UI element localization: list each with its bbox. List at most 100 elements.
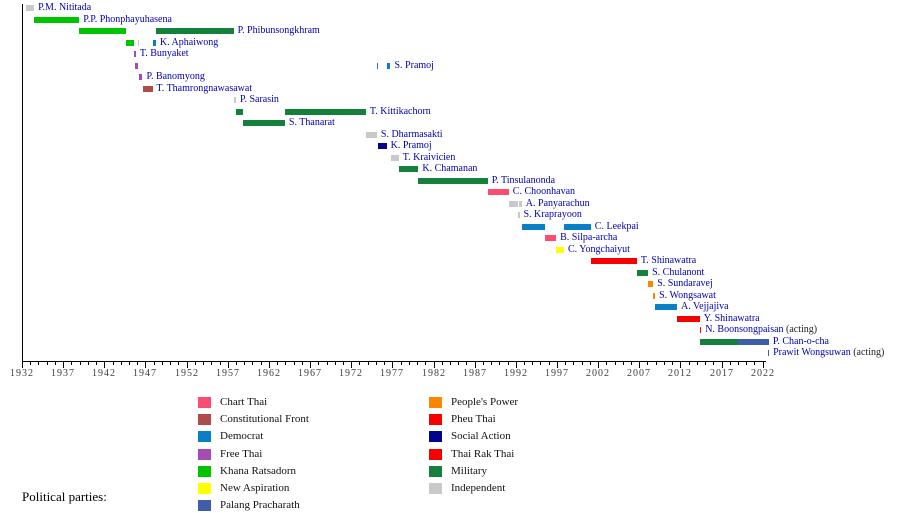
pm-name: S. Sundaravej <box>657 278 713 289</box>
legend-label-constitutional-front: Constitutional Front <box>220 413 309 426</box>
pm-label-y-shinawatra: Y. Shinawatra <box>703 312 760 324</box>
pm-name: A. Panyarachun <box>525 197 590 209</box>
timeline-bar-military <box>155 28 234 34</box>
x-axis-minor-tick <box>327 362 328 365</box>
x-axis-minor-tick <box>244 362 245 365</box>
timeline-bar-new-aspiration <box>556 246 564 253</box>
timeline-bar-people-s-power <box>648 281 654 287</box>
pm-label-p-tinsulanonda: P. Tinsulanonda <box>491 174 556 186</box>
x-axis-major-tick <box>310 362 311 368</box>
legend-label-chart-thai: Chart Thai <box>220 396 268 408</box>
pm-label-prawit-wongsuwan: Prawit Wongsuwan (acting) <box>773 348 884 358</box>
y-axis <box>22 4 23 362</box>
x-axis-tick-label: 1957 <box>216 368 240 379</box>
timeline-bar-khana-ratsadorn <box>34 16 80 23</box>
legend-label-military: Military <box>451 464 488 477</box>
pm-label-k-aphaiwong: K. Aphaiwong <box>160 37 218 48</box>
legend-swatch-democrat <box>198 431 211 443</box>
timeline-bar-independent <box>518 212 520 218</box>
x-axis-minor-tick <box>195 362 196 365</box>
pm-label-s-kraprayoon: S. Kraprayoon <box>524 210 582 220</box>
timeline-bar-independent <box>137 39 140 46</box>
timeline-bar-democrat <box>564 223 591 230</box>
timeline-bar-military <box>284 108 366 115</box>
x-axis-minor-tick <box>631 362 632 365</box>
timeline-bar-independent <box>519 200 522 207</box>
timeline-bar-military <box>242 120 285 126</box>
pm-label-s-thanarat: S. Thanarat <box>289 118 335 128</box>
pm-name: A. Vejjajiva <box>681 301 729 312</box>
legend-label-free-thai: Free Thai <box>220 447 263 460</box>
legend-swatch-people-s-power <box>429 397 442 408</box>
pm-name: P. Sarasin <box>240 94 279 105</box>
x-axis-minor-tick <box>532 362 533 365</box>
x-axis-minor-tick <box>113 362 114 365</box>
legend-label-khana-ratsadorn: Khana Ratsadorn <box>220 464 297 477</box>
pm-name: P. Tinsulanonda <box>491 174 556 186</box>
pm-name: T. Thamrongnawasawat <box>156 82 253 94</box>
timeline-bar-chart-thai <box>544 235 557 241</box>
pm-name: T. Bunyaket <box>139 48 189 59</box>
x-axis-minor-tick <box>277 362 278 365</box>
x-axis-minor-tick <box>211 362 212 365</box>
x-axis-minor-tick <box>754 362 755 365</box>
x-axis-tick-label: 1947 <box>133 368 157 379</box>
timeline-bar-people-s-power <box>653 292 655 299</box>
timeline-bar-independent <box>26 5 35 11</box>
x-axis-major-tick <box>63 362 64 368</box>
legend-label-thai-rak-thai: Thai Rak Thai <box>451 447 515 460</box>
x-axis-tick-label: 1962 <box>257 368 281 379</box>
timeline-bar-independent <box>509 200 519 207</box>
x-axis-minor-tick <box>220 362 221 365</box>
timeline-bar-military <box>637 269 649 276</box>
legend-label-palang-pracharath: Palang Pracharath <box>220 499 300 512</box>
pm-label-c-yongchaiyut: C. Yongchaiyut <box>568 244 630 255</box>
pm-name: Y. Shinawatra <box>703 312 760 324</box>
x-axis-tick-label: 1987 <box>463 368 487 379</box>
x-axis-minor-tick <box>540 362 541 365</box>
pm-name: T. Kraivicien <box>402 151 456 163</box>
timeline-bar-free-thai <box>139 74 143 80</box>
pm-name: P.P. Phonphayuhasena <box>83 13 172 25</box>
timeline-bar-free-thai <box>134 51 136 57</box>
x-axis-minor-tick <box>713 362 714 365</box>
legend-label-people-s-power: People's Power <box>451 396 519 408</box>
x-axis-minor-tick <box>343 362 344 365</box>
x-axis-major-tick <box>516 362 517 368</box>
x-axis-tick-label: 1932 <box>10 368 34 379</box>
pm-name: N. Boonsongpaisan <box>705 324 784 335</box>
pm-label-p-chan-o-cha: P. Chan-o-cha <box>772 335 829 347</box>
timeline-bar-palang-pracharath <box>767 350 770 356</box>
x-axis-minor-tick <box>458 362 459 365</box>
x-axis-major-tick <box>763 362 764 368</box>
pm-label-t-bunyaket: T. Bunyaket <box>140 49 189 59</box>
pm-name: P. Chan-o-cha <box>772 335 829 347</box>
x-axis-minor-tick <box>376 362 377 365</box>
pm-name: P. Phibunsongkhram <box>237 25 320 36</box>
pm-label-t-kittikachorn: T. Kittikachorn <box>370 106 431 117</box>
x-axis-major-tick <box>104 362 105 368</box>
x-axis-minor-tick <box>302 362 303 365</box>
timeline-bar-democrat <box>152 39 156 46</box>
pm-label-k-chamanan: K. Chamanan <box>422 164 477 174</box>
pm-name: K. Chamanan <box>422 163 478 174</box>
legend-swatch-new-aspiration <box>198 483 211 494</box>
x-axis-major-tick <box>722 362 723 368</box>
timeline-bar-free-thai <box>134 62 138 69</box>
x-axis-minor-tick <box>549 362 550 365</box>
x-axis-minor-tick <box>55 362 56 365</box>
legend-swatch-social-action <box>429 431 442 443</box>
x-axis-major-tick <box>639 362 640 368</box>
x-axis-major-tick <box>434 362 435 368</box>
x-axis-major-tick <box>145 362 146 368</box>
x-axis-major-tick <box>269 362 270 368</box>
pm-label-s-chulanont: S. Chulanont <box>652 267 704 278</box>
x-axis-minor-tick <box>294 362 295 365</box>
pm-name: P. Banomyong <box>146 71 205 82</box>
x-axis-minor-tick <box>730 362 731 365</box>
pm-label-s-pramoj: S. Pramoj <box>395 60 434 71</box>
pm-name: S. Kraprayoon <box>523 209 582 220</box>
x-axis-minor-tick <box>483 362 484 365</box>
